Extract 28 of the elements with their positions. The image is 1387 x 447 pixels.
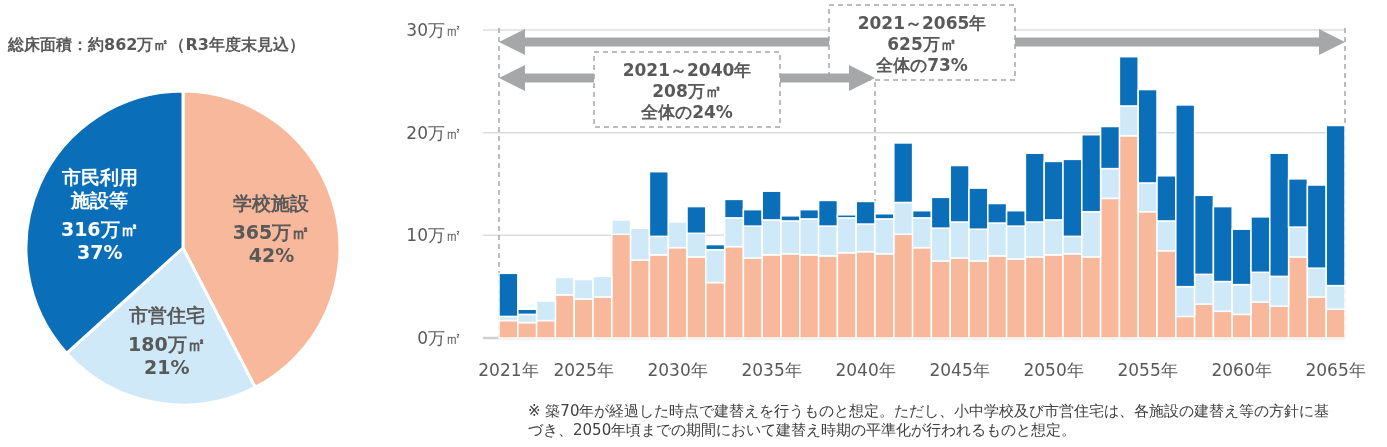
annotation: 全体の24%: [640, 102, 733, 122]
annotation: 2021～2040年: [622, 60, 752, 80]
slice-label: 市営住宅: [127, 303, 205, 326]
x-tick-label: 2045年: [929, 360, 990, 380]
x-tick-label: 2040年: [835, 360, 896, 380]
chart-title: 総床面積：約862万㎡（R3年度末見込）: [7, 35, 305, 54]
data-label: 180万㎡ 21%: [127, 332, 206, 378]
slice-label: 学校施設: [233, 192, 311, 215]
x-tick-label: 2060年: [1211, 360, 1272, 380]
x-tick-label: 2030年: [647, 360, 708, 380]
y-tick-label: 20万㎡: [406, 122, 462, 143]
annotation: 625万㎡: [887, 34, 957, 54]
x-tick-label: 2050年: [1023, 360, 1084, 380]
x-tick-label: 2055年: [1117, 360, 1178, 380]
annotation: 2021～2065年: [857, 13, 987, 33]
y-tick-label: 0万㎡: [417, 328, 462, 348]
y-tick-label: 30万㎡: [406, 20, 462, 40]
annotation: 208万㎡: [652, 81, 722, 101]
slice-label: 市民利用施設等: [60, 166, 138, 212]
y-tick-label: 10万㎡: [406, 225, 462, 246]
x-tick-label: 2035年: [741, 360, 802, 380]
x-tick-label: 2025年: [553, 360, 614, 380]
annotation: 全体の73%: [875, 55, 968, 75]
x-tick-label: 2065年: [1305, 360, 1366, 380]
text: ※ 築70年が経過した時点で建替えを行うものと想定。ただし、小中学校及び市営住宅は、各施設の建替え等の方針に基づき、2050年頃までの期間において建替え時期の平準化が行われるものと想定。: [528, 402, 1331, 440]
data-label: 365万㎡ 42%: [232, 221, 311, 267]
x-tick-label: 2021年: [478, 360, 539, 380]
data-label: 316万㎡ 37%: [60, 218, 139, 264]
